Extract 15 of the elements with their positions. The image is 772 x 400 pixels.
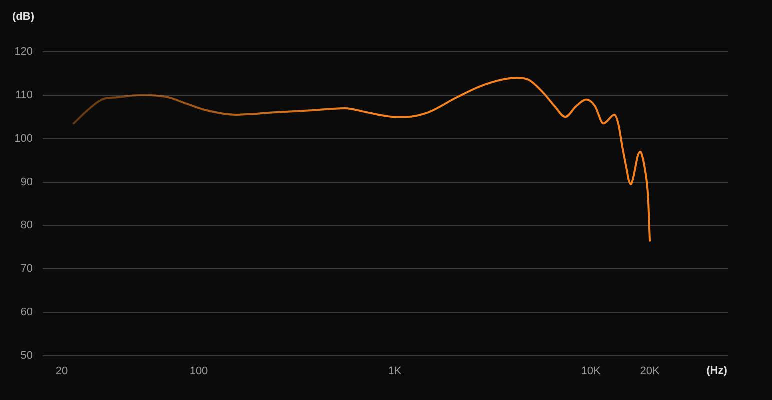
- y-axis-title: (dB): [12, 11, 35, 24]
- y-tick-label: 90: [20, 176, 33, 188]
- y-tick-label: 110: [15, 89, 33, 102]
- y-tick-label: 70: [20, 263, 33, 276]
- x-tick-label: 20K: [640, 366, 660, 378]
- x-tick-label: 20: [56, 366, 68, 378]
- y-tick-label: 50: [20, 350, 33, 362]
- y-tick-label: 80: [20, 220, 33, 232]
- x-tick-label: 1K: [388, 366, 402, 378]
- y-tick-label: 120: [14, 46, 33, 58]
- y-tick-label: 60: [20, 306, 33, 319]
- x-axis-title: (Hz): [706, 365, 728, 378]
- x-tick-label: 10K: [581, 366, 602, 378]
- x-tick-label: 100: [190, 366, 208, 378]
- y-tick-label: 100: [14, 132, 33, 145]
